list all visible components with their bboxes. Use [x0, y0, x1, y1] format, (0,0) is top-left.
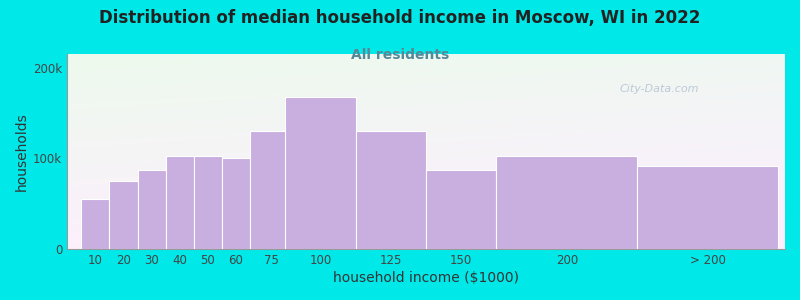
Bar [222, 158, 250, 249]
Bar [356, 131, 426, 249]
Bar [138, 170, 166, 249]
Bar [426, 170, 497, 249]
Bar [497, 156, 638, 249]
Bar [82, 199, 110, 249]
Bar [286, 97, 356, 249]
Text: City-Data.com: City-Data.com [620, 84, 699, 94]
Y-axis label: households: households [15, 112, 29, 191]
Bar [166, 156, 194, 249]
Text: All residents: All residents [351, 48, 449, 62]
X-axis label: household income ($1000): household income ($1000) [333, 271, 519, 285]
Bar [250, 131, 292, 249]
Text: Distribution of median household income in Moscow, WI in 2022: Distribution of median household income … [99, 9, 701, 27]
Bar [194, 156, 222, 249]
Bar [110, 181, 138, 249]
Bar [638, 166, 778, 249]
